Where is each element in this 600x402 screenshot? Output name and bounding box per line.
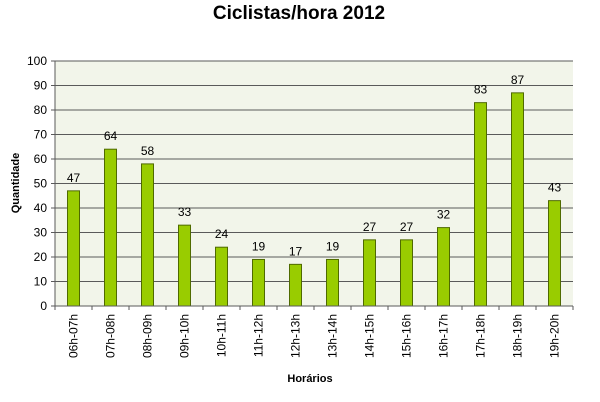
y-axis-ticks: 0 10 20 30 40 50 60 70 80 90 100 bbox=[27, 54, 55, 313]
bar bbox=[67, 190, 80, 307]
x-tick-label: 07h-08h bbox=[104, 314, 118, 358]
y-tick-label: 100 bbox=[27, 54, 47, 68]
bar bbox=[548, 200, 561, 307]
y-axis-title: Quantidade bbox=[10, 153, 22, 214]
y-tick-label: 50 bbox=[34, 177, 48, 191]
data-label: 24 bbox=[215, 227, 229, 241]
data-labels: 47 64 58 33 24 19 17 19 27 27 32 83 87 43 bbox=[67, 73, 562, 259]
data-label: 33 bbox=[178, 205, 192, 219]
bar bbox=[437, 227, 450, 307]
y-tick-label: 80 bbox=[34, 103, 48, 117]
x-tick-label: 14h-15h bbox=[363, 314, 377, 358]
bar bbox=[511, 92, 524, 307]
data-label: 17 bbox=[289, 244, 303, 258]
bar bbox=[104, 148, 117, 307]
data-label: 19 bbox=[252, 239, 266, 253]
x-tick-label: 15h-16h bbox=[400, 314, 414, 358]
bar bbox=[363, 239, 376, 307]
y-tick-label: 60 bbox=[34, 152, 48, 166]
data-label: 87 bbox=[511, 73, 525, 87]
x-axis-ticks: 06h-07h 07h-08h 08h-09h 09h-10h 10h-11h 11h-1… bbox=[54, 306, 574, 358]
y-tick-label: 70 bbox=[34, 128, 48, 142]
data-label: 32 bbox=[437, 208, 451, 222]
data-label: 58 bbox=[141, 144, 155, 158]
data-label: 19 bbox=[326, 239, 340, 253]
x-tick-label: 18h-19h bbox=[511, 314, 525, 358]
y-tick-label: 30 bbox=[34, 226, 48, 240]
bar bbox=[178, 224, 191, 307]
bar bbox=[252, 258, 265, 307]
y-tick-label: 20 bbox=[34, 250, 48, 264]
bar bbox=[215, 246, 228, 307]
y-tick-label: 90 bbox=[34, 79, 48, 93]
x-tick-label: 17h-18h bbox=[474, 314, 488, 358]
x-tick-label: 08h-09h bbox=[141, 314, 155, 358]
bar bbox=[289, 263, 302, 307]
y-tick-label: 40 bbox=[34, 201, 48, 215]
bar bbox=[474, 102, 487, 307]
x-tick-label: 16h-17h bbox=[437, 314, 451, 358]
x-tick-label: 09h-10h bbox=[178, 314, 192, 358]
data-label: 83 bbox=[474, 83, 488, 97]
x-tick-label: 12h-13h bbox=[289, 314, 303, 358]
y-tick-label: 0 bbox=[40, 299, 47, 313]
data-label: 64 bbox=[104, 129, 118, 143]
x-axis-title: Horários bbox=[287, 373, 332, 385]
data-label: 47 bbox=[67, 171, 81, 185]
x-tick-label: 11h-12h bbox=[252, 314, 266, 357]
x-tick-label: 06h-07h bbox=[67, 314, 81, 358]
x-tick-label: 13h-14h bbox=[326, 314, 340, 358]
x-tick-label: 19h-20h bbox=[548, 314, 562, 358]
bar bbox=[326, 258, 339, 307]
bar bbox=[400, 239, 413, 307]
x-tick-label: 10h-11h bbox=[215, 314, 229, 357]
bar bbox=[141, 163, 154, 307]
data-label: 27 bbox=[400, 220, 414, 234]
chart-title: Ciclistas/hora 2012 bbox=[213, 3, 385, 24]
data-label: 27 bbox=[363, 220, 377, 234]
y-tick-label: 10 bbox=[34, 275, 48, 289]
data-label: 43 bbox=[548, 181, 562, 195]
